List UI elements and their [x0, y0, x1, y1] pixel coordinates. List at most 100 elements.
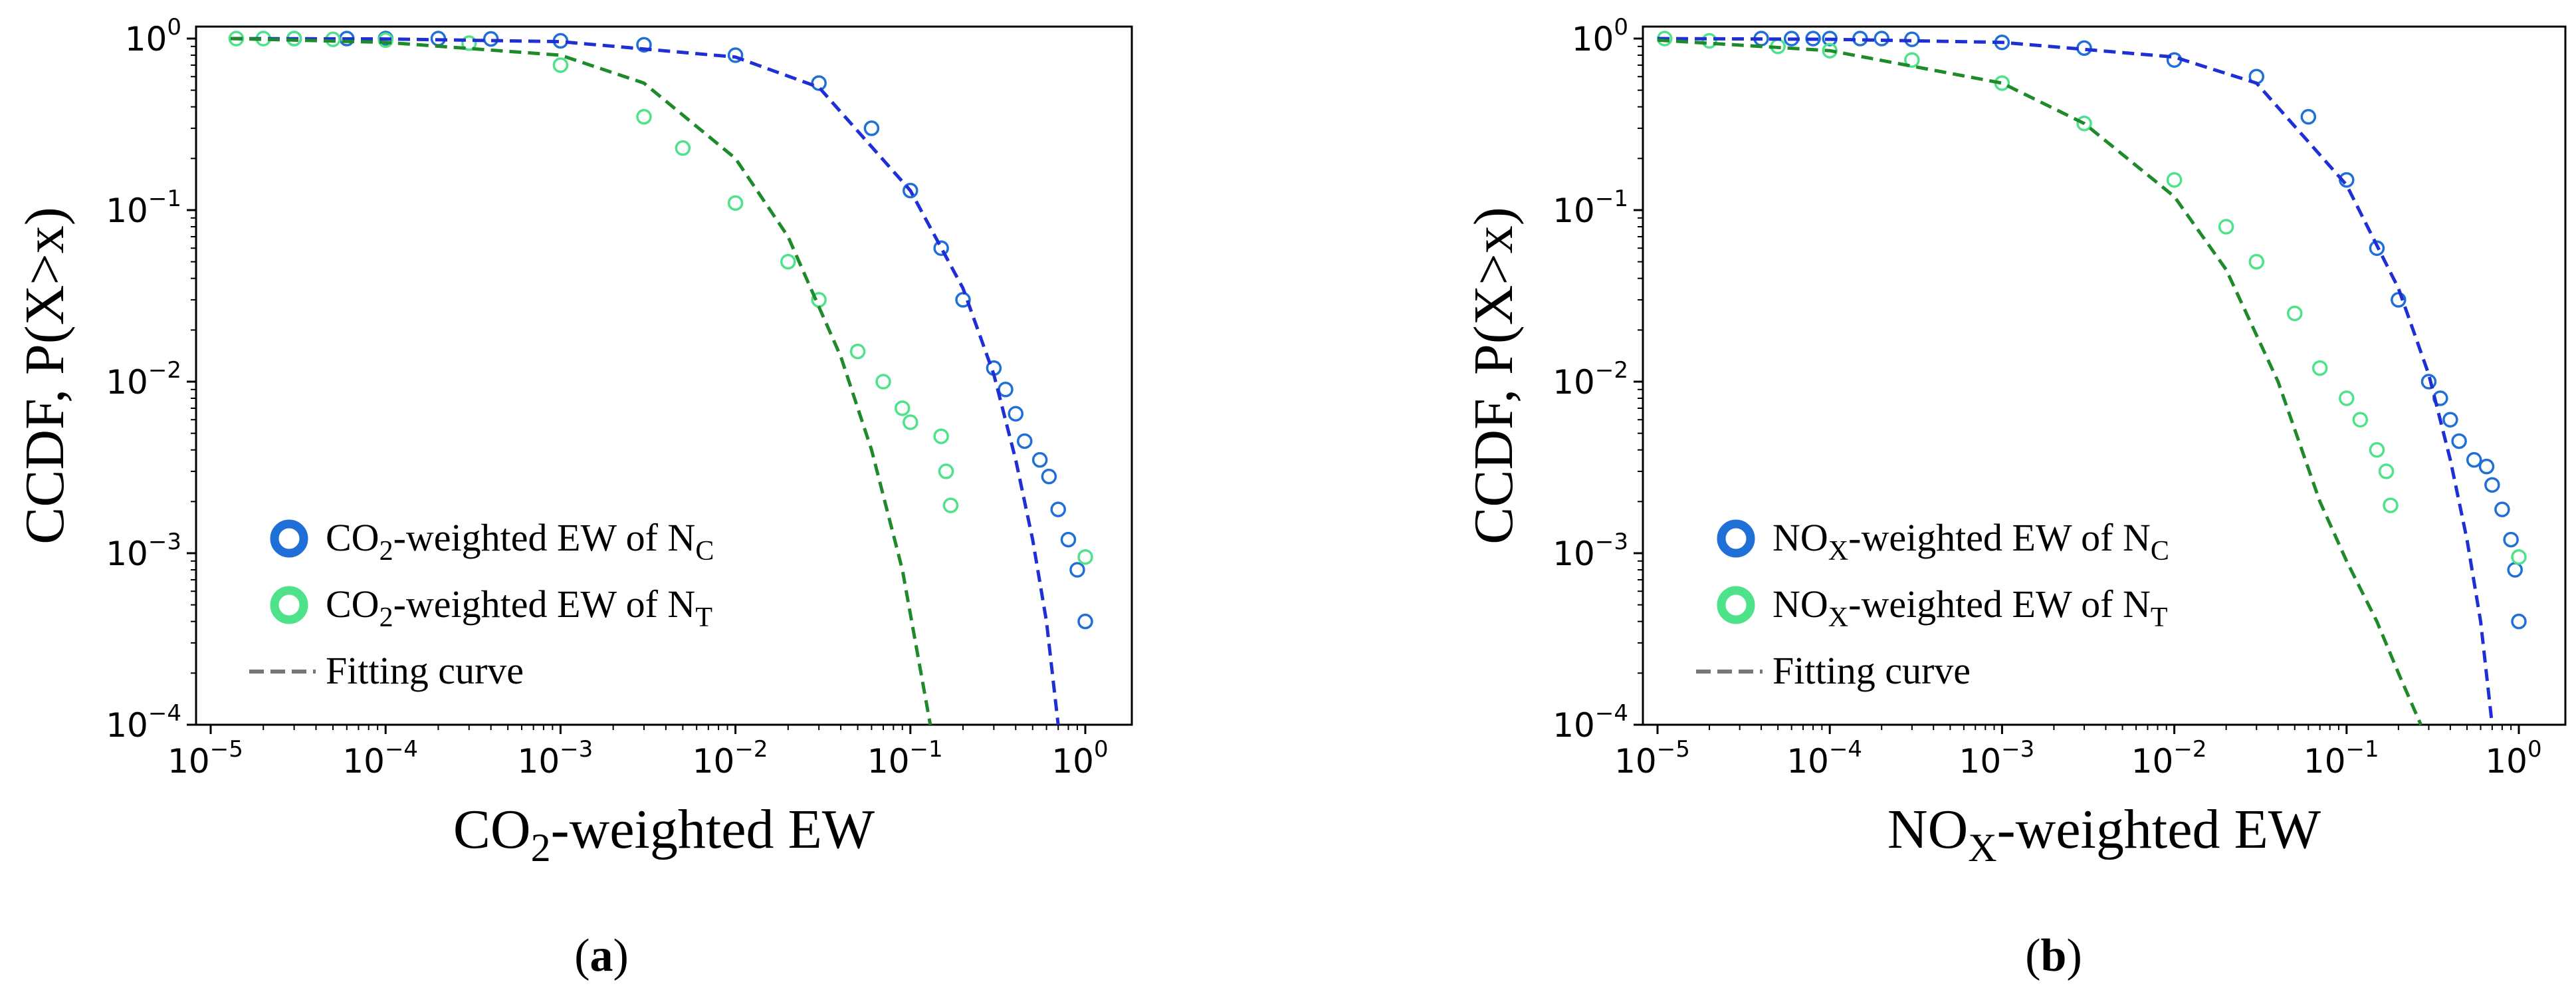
- data-point: [1077, 549, 1093, 565]
- series-3: [1657, 38, 2422, 725]
- data-point: [2339, 390, 2355, 406]
- data-point: [377, 32, 393, 49]
- data-point: [2484, 477, 2500, 493]
- legend: CO2-weighted EW of NC CO2-weighted EW of …: [249, 516, 714, 692]
- x-tick-label: 10−4: [1786, 736, 1862, 781]
- data-point: [1041, 468, 1057, 485]
- data-point: [483, 31, 499, 47]
- legend-entry: NOX-weighted EW of NC: [1772, 516, 2169, 566]
- data-point: [675, 140, 691, 156]
- data-point: [1069, 562, 1085, 578]
- data-point: [863, 120, 880, 136]
- legend-fit-label: Fitting curve: [326, 649, 524, 692]
- panel-a: 10−5 10−4 10−3 10−2 10−1 10010−410−310−210−11…: [14, 14, 1133, 981]
- data-point: [2369, 240, 2385, 256]
- data-point: [2076, 40, 2092, 57]
- data-point: [2383, 497, 2399, 513]
- data-point: [2287, 305, 2303, 322]
- panel-b: 10−5 10−4 10−3 10−2 10−1 10010−410−310−210−11…: [1463, 14, 2567, 981]
- data-point: [2248, 253, 2265, 270]
- data-point: [2300, 108, 2317, 125]
- x-tick-label: 10−5: [1614, 736, 1690, 781]
- data-point: [2166, 172, 2183, 188]
- data-point: [780, 253, 796, 270]
- fit-curve-line: [1657, 38, 2422, 725]
- series-1: [1656, 31, 2527, 565]
- y-axis-label: CCDF, P(X>x): [1463, 207, 1525, 544]
- x-tick-label: 10−4: [342, 736, 418, 781]
- x-tick-label: 10−5: [167, 736, 243, 781]
- legend-marker: [1717, 519, 1755, 558]
- plot-frame: [195, 25, 1133, 726]
- y-tick-label: 100: [1572, 14, 1628, 59]
- x-tick-label: 10−3: [518, 736, 593, 781]
- fit-curve-line: [230, 37, 1060, 725]
- data-point: [727, 47, 744, 63]
- y-tick-label: 10−3: [106, 529, 181, 573]
- data-point: [636, 108, 652, 125]
- data-point: [811, 75, 827, 91]
- data-point: [998, 382, 1014, 398]
- data-point: [2442, 412, 2458, 428]
- data-point: [2511, 613, 2527, 630]
- series-1: [228, 31, 1093, 565]
- data-point: [933, 428, 949, 444]
- legend-fit-label: Fitting curve: [1772, 649, 1971, 692]
- data-point: [849, 343, 866, 360]
- data-point: [2466, 451, 2482, 468]
- data-point: [903, 414, 918, 430]
- y-tick-label: 10−1: [1553, 186, 1628, 230]
- data-point: [2494, 501, 2510, 517]
- data-point: [2369, 441, 2385, 458]
- data-point: [1008, 406, 1024, 422]
- y-tick-label: 10−2: [106, 357, 181, 402]
- x-axis-label: CO2-weighted EW: [453, 799, 875, 870]
- series-2: [230, 37, 1060, 725]
- plot-frame: [1642, 25, 2567, 726]
- data-point: [552, 57, 569, 73]
- data-point: [875, 374, 891, 390]
- x-axis-label: NOX-weighted EW: [1887, 799, 2321, 870]
- data-point: [2378, 463, 2395, 479]
- data-point: [636, 37, 652, 53]
- y-tick-label: 10−4: [106, 700, 181, 745]
- data-point: [1060, 531, 1077, 548]
- data-point: [2503, 531, 2519, 548]
- data-point: [2478, 458, 2495, 475]
- data-point: [1904, 52, 1920, 68]
- legend-entry: CO2-weighted EW of NC: [326, 516, 714, 566]
- data-point: [1874, 31, 1889, 47]
- data-point: [903, 182, 918, 199]
- x-tick-label: 10−3: [1959, 736, 2035, 781]
- data-point: [461, 35, 477, 51]
- data-point: [2311, 360, 2328, 376]
- panel-label: (a): [574, 930, 629, 981]
- data-point: [2076, 115, 2092, 132]
- data-point: [2507, 562, 2523, 578]
- y-tick-label: 10−4: [1553, 700, 1628, 745]
- data-point: [1701, 33, 1717, 49]
- x-tick-label: 10−1: [2304, 736, 2379, 781]
- data-point: [938, 463, 954, 479]
- legend-entry: NOX-weighted EW of NT: [1772, 582, 2168, 633]
- legend-entry: CO2-weighted EW of NT: [326, 582, 712, 633]
- y-tick-label: 100: [125, 14, 181, 59]
- legend-marker: [270, 519, 308, 558]
- x-tick-label: 100: [1051, 736, 1108, 781]
- fit-curve-line: [230, 37, 932, 725]
- x-tick-label: 10−1: [867, 736, 943, 781]
- data-point: [2420, 374, 2437, 390]
- legend-marker: [270, 586, 308, 624]
- legend: NOX-weighted EW of NC NOX-weighted EW of …: [1696, 516, 2169, 692]
- series-3: [230, 37, 932, 725]
- x-tick-label: 100: [2485, 736, 2541, 781]
- data-point: [1031, 451, 1048, 468]
- y-tick-label: 10−2: [1553, 357, 1628, 402]
- data-point: [2451, 433, 2467, 449]
- data-point: [2511, 549, 2527, 565]
- panel-label: (b): [2025, 930, 2082, 981]
- y-axis-label: CCDF, P(X>x): [14, 207, 76, 544]
- data-point: [2352, 412, 2369, 428]
- legend-marker: [1717, 586, 1755, 624]
- data-point: [1016, 433, 1033, 449]
